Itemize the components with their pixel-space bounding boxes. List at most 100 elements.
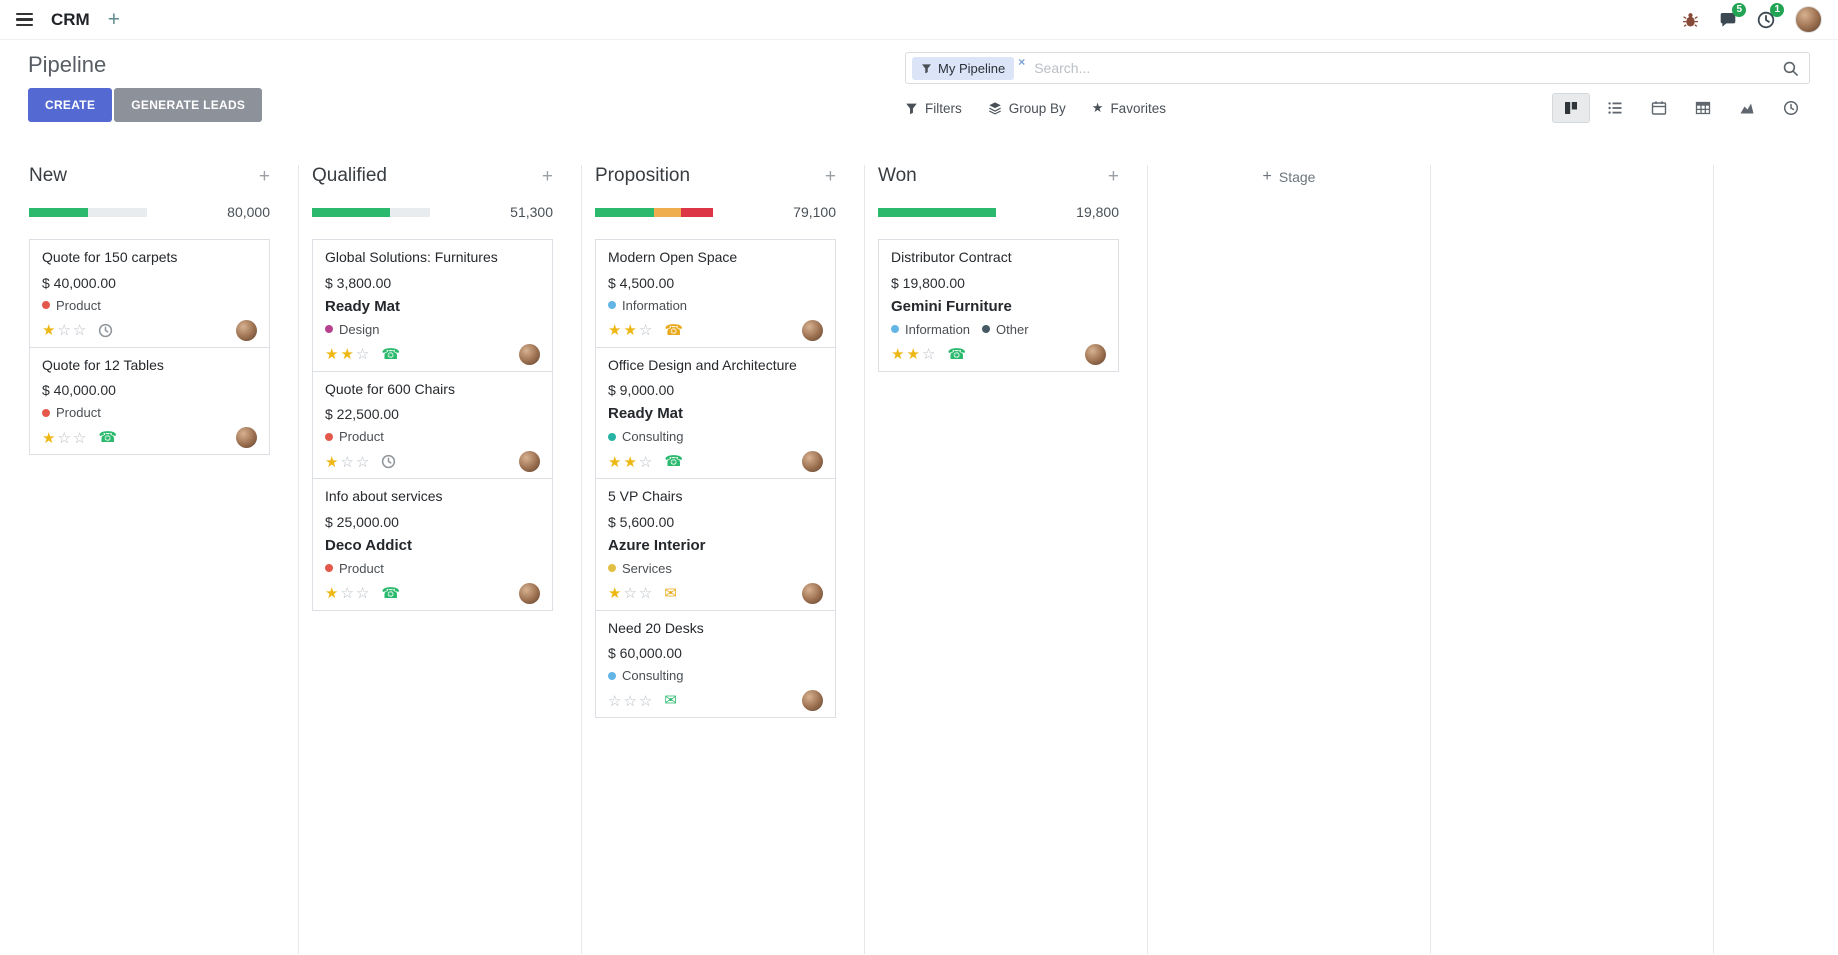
card-title: Office Design and Architecture [608, 356, 797, 373]
tag-label: Consulting [622, 429, 684, 444]
activity-view-icon[interactable] [1772, 93, 1810, 123]
card-amount: $ 25,000.00 [325, 513, 399, 530]
search-facet: My Pipeline [912, 56, 1015, 80]
card-tag: Other [982, 322, 1029, 337]
favorites-button[interactable]: ★ Favorites [1091, 100, 1166, 116]
search-icon[interactable] [1782, 60, 1799, 77]
envelope-icon[interactable]: ✉ [664, 692, 677, 709]
card-tag: Product [325, 429, 384, 444]
messages-icon[interactable]: 5 [1719, 2, 1746, 29]
view-switcher [1552, 93, 1810, 123]
column-progressbar[interactable] [29, 207, 147, 217]
group-by-button[interactable]: Group By [988, 100, 1066, 116]
phone-icon[interactable]: ☎ [381, 345, 401, 363]
column-title: Won [878, 165, 917, 186]
kanban-view-icon[interactable] [1552, 93, 1590, 123]
card-title: Distributor Contract [891, 249, 1012, 265]
kanban-card[interactable]: 5 VP Chairs $ 5,600.00 Azure Interior Se… [595, 478, 836, 611]
remove-facet-icon[interactable]: × [1018, 55, 1026, 69]
envelope-icon[interactable]: ✉ [664, 584, 677, 602]
column-total: 79,100 [793, 204, 836, 220]
clock-icon[interactable] [381, 454, 396, 469]
priority-stars[interactable]: ★☆☆ [325, 453, 372, 471]
kanban-card[interactable]: Office Design and Architecture $ 9,000.0… [595, 346, 836, 479]
empty-column [1431, 165, 1714, 954]
priority-stars[interactable]: ★★☆ [325, 346, 372, 363]
tag-color-dot [608, 564, 616, 572]
card-amount: $ 19,800.00 [891, 274, 965, 291]
app-name[interactable]: CRM [51, 9, 90, 29]
tag-color-dot [608, 671, 616, 680]
priority-stars[interactable]: ★★☆ [608, 453, 655, 471]
kanban-card[interactable]: Modern Open Space $ 4,500.00 Information… [595, 239, 836, 348]
column-progressbar[interactable] [595, 207, 713, 217]
add-card-icon[interactable]: + [258, 165, 270, 187]
priority-stars[interactable]: ★☆☆ [42, 322, 89, 339]
debug-bug-icon[interactable] [1682, 11, 1699, 28]
graph-view-icon[interactable] [1728, 93, 1766, 123]
tag-label: Information [905, 321, 971, 337]
card-title: Quote for 12 Tables [42, 356, 164, 373]
user-avatar[interactable] [1795, 6, 1822, 33]
priority-stars[interactable]: ★☆☆ [325, 585, 372, 602]
card-amount: $ 5,600.00 [608, 513, 675, 530]
card-amount: $ 22,500.00 [325, 406, 399, 422]
add-card-icon[interactable]: + [541, 165, 553, 187]
kanban-card[interactable]: Distributor Contract $ 19,800.00 Gemini … [878, 239, 1119, 372]
priority-stars[interactable]: ★☆☆ [42, 429, 89, 447]
add-card-icon[interactable]: + [1107, 165, 1119, 187]
card-title: Modern Open Space [608, 249, 738, 265]
priority-stars[interactable]: ☆☆☆ [608, 692, 655, 710]
card-title: Need 20 Desks [608, 619, 704, 636]
column-progressbar[interactable] [312, 207, 430, 217]
salesperson-avatar [519, 451, 540, 472]
tag-color-dot [42, 408, 50, 417]
generate-leads-button[interactable]: GENERATE LEADS [114, 88, 263, 122]
salesperson-avatar [236, 319, 257, 341]
activities-clock-icon[interactable]: 1 [1757, 2, 1784, 29]
kanban-card[interactable]: Quote for 600 Chairs $ 22,500.00 Product… [312, 370, 553, 479]
activities-badge: 1 [1770, 2, 1784, 17]
phone-icon[interactable]: ☎ [98, 429, 118, 446]
pivot-view-icon[interactable] [1684, 93, 1722, 123]
phone-icon[interactable]: ☎ [381, 584, 401, 602]
add-card-icon[interactable]: + [824, 165, 836, 187]
search-facet-label: My Pipeline [938, 60, 1006, 76]
list-view-icon[interactable] [1596, 93, 1634, 123]
tag-label: Design [339, 321, 380, 337]
column-title: Qualified [312, 165, 387, 186]
card-partner: Deco Addict [325, 536, 412, 554]
column-title: Proposition [595, 165, 691, 186]
kanban-column-won: Won + 19,800 Distributor Contract $ 19,8… [865, 165, 1148, 954]
salesperson-avatar [802, 319, 823, 341]
kanban-card[interactable]: Quote for 150 carpets $ 40,000.00 Produc… [29, 239, 270, 348]
priority-stars[interactable]: ★★☆ [608, 322, 655, 339]
card-tag: Information [608, 298, 687, 313]
search-bar[interactable]: My Pipeline × [905, 52, 1810, 84]
kanban-card[interactable]: Quote for 12 Tables $ 40,000.00 Product … [29, 346, 270, 455]
search-input[interactable] [1025, 60, 1782, 76]
add-stage-button[interactable]: + Stage [1262, 168, 1316, 185]
tag-label: Services [622, 560, 672, 576]
clock-icon[interactable] [98, 323, 113, 338]
phone-icon[interactable]: ☎ [947, 345, 967, 363]
kanban-card[interactable]: Global Solutions: Furnitures $ 3,800.00 … [312, 239, 553, 372]
card-tag: Product [42, 298, 101, 313]
priority-stars[interactable]: ★☆☆ [608, 585, 655, 602]
filters-button[interactable]: Filters [905, 100, 962, 116]
create-button[interactable]: CREATE [28, 88, 113, 122]
card-partner: Azure Interior [608, 536, 706, 554]
column-progressbar[interactable] [878, 207, 996, 217]
column-title: New [29, 165, 68, 186]
calendar-view-icon[interactable] [1640, 93, 1678, 123]
priority-stars[interactable]: ★★☆ [891, 346, 938, 363]
phone-icon[interactable]: ☎ [664, 453, 684, 470]
kanban-card[interactable]: Info about services $ 25,000.00 Deco Add… [312, 478, 553, 611]
kanban-column-qualified: Qualified + 51,300 Global Solutions: Fur… [299, 165, 582, 954]
tag-color-dot [325, 325, 333, 333]
kanban-card[interactable]: Need 20 Desks $ 60,000.00 Consulting ☆☆☆… [595, 609, 836, 718]
card-tag: Services [608, 561, 672, 576]
plus-icon[interactable]: + [107, 8, 120, 31]
apps-menu-icon[interactable] [16, 12, 33, 27]
phone-icon[interactable]: ☎ [664, 321, 684, 339]
